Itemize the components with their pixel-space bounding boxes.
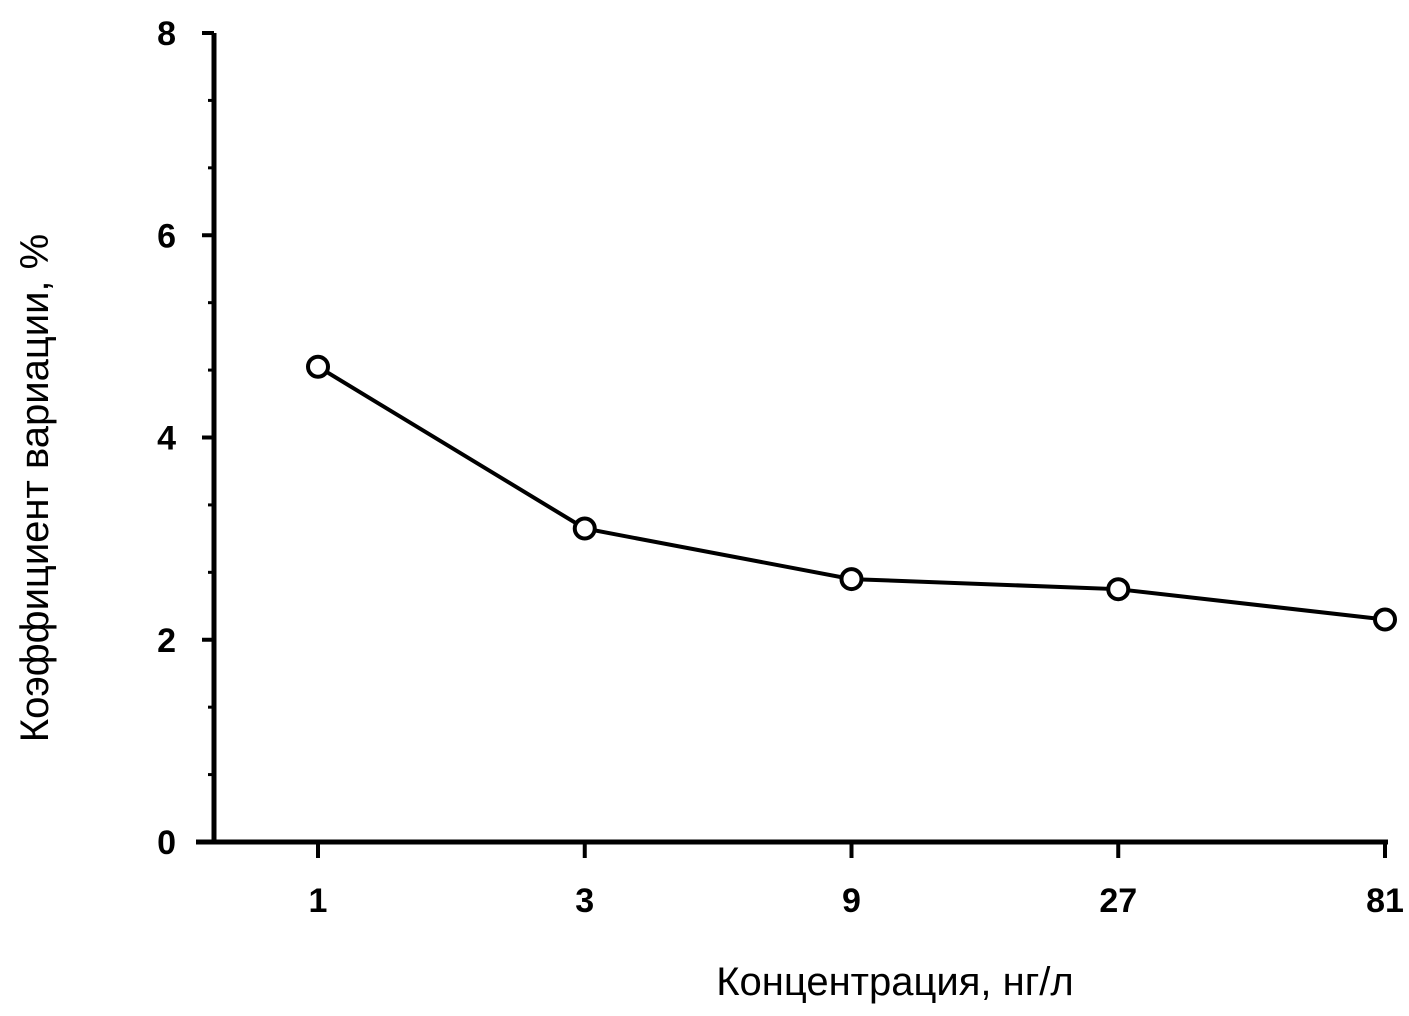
- x-tick-label: 81: [1366, 882, 1404, 920]
- y-tick-label: 2: [157, 622, 176, 660]
- y-tick-label: 0: [157, 824, 176, 862]
- y-tick-label: 4: [157, 420, 176, 458]
- x-tick-label: 1: [309, 882, 328, 920]
- y-tick-label: 8: [157, 15, 176, 53]
- data-point-1: [306, 354, 330, 379]
- x-tick-label: 27: [1099, 882, 1137, 920]
- data-series: [306, 354, 1397, 632]
- x-tick-label: 9: [842, 882, 861, 920]
- data-point-9: [839, 567, 864, 592]
- y-axis-title: Коэффициент вариации, %: [13, 234, 57, 742]
- y-axis-ticks: 0 2 4 6 8: [157, 15, 214, 862]
- x-axis-title: Концентрация, нг/л: [716, 960, 1074, 1004]
- x-tick-label: 3: [575, 882, 594, 920]
- y-tick-label: 6: [157, 217, 176, 255]
- data-point-81: [1373, 607, 1397, 632]
- x-axis-ticks: 1 3 9 27 81: [309, 842, 1404, 920]
- data-point-27: [1106, 577, 1131, 602]
- data-point-3: [572, 516, 597, 541]
